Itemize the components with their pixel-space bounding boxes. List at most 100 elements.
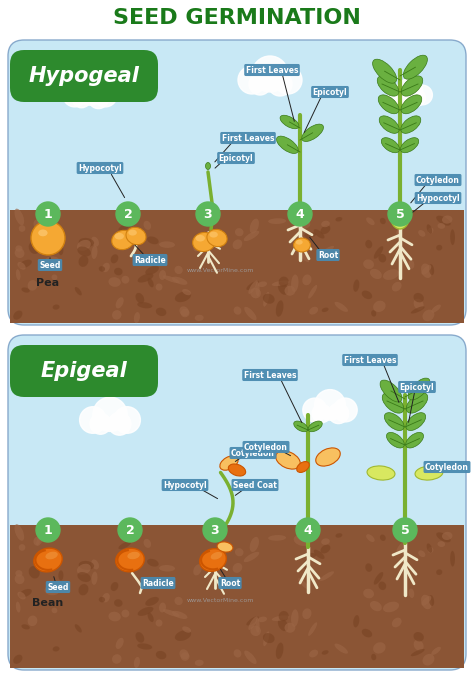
Ellipse shape — [121, 276, 129, 284]
Ellipse shape — [109, 277, 121, 287]
Circle shape — [72, 89, 91, 108]
Ellipse shape — [406, 393, 428, 413]
Ellipse shape — [110, 254, 118, 263]
Ellipse shape — [438, 541, 445, 547]
Ellipse shape — [250, 625, 261, 636]
Bar — [10, 525, 464, 668]
Circle shape — [312, 404, 331, 423]
Ellipse shape — [99, 266, 105, 272]
Ellipse shape — [206, 162, 210, 169]
Ellipse shape — [145, 597, 159, 606]
Ellipse shape — [279, 611, 289, 621]
Ellipse shape — [255, 282, 260, 296]
Ellipse shape — [19, 544, 26, 551]
Text: 2: 2 — [126, 523, 134, 536]
Text: Cotyledon: Cotyledon — [244, 443, 288, 451]
Ellipse shape — [180, 649, 189, 659]
Ellipse shape — [291, 610, 299, 627]
Ellipse shape — [298, 578, 309, 589]
Ellipse shape — [383, 269, 399, 280]
Ellipse shape — [322, 308, 328, 312]
Ellipse shape — [44, 233, 54, 242]
Ellipse shape — [276, 300, 283, 316]
Ellipse shape — [378, 582, 386, 590]
Ellipse shape — [233, 563, 242, 573]
Ellipse shape — [128, 229, 137, 236]
Text: 4: 4 — [304, 523, 312, 536]
Ellipse shape — [263, 292, 269, 307]
Ellipse shape — [114, 268, 123, 275]
Ellipse shape — [401, 116, 421, 134]
Ellipse shape — [314, 549, 325, 559]
Ellipse shape — [175, 630, 191, 641]
Circle shape — [252, 56, 288, 92]
Text: 5: 5 — [396, 208, 404, 221]
Text: Seed: Seed — [47, 582, 69, 592]
Ellipse shape — [181, 652, 190, 661]
Ellipse shape — [159, 603, 166, 612]
Ellipse shape — [297, 462, 310, 473]
Ellipse shape — [159, 241, 175, 248]
Ellipse shape — [320, 225, 330, 234]
Ellipse shape — [250, 219, 259, 234]
Ellipse shape — [371, 653, 376, 660]
Circle shape — [90, 413, 111, 434]
Ellipse shape — [401, 138, 419, 153]
Ellipse shape — [248, 616, 258, 630]
Text: 3: 3 — [204, 208, 212, 221]
Ellipse shape — [278, 282, 288, 295]
Text: First Leaves: First Leaves — [344, 356, 396, 364]
Ellipse shape — [174, 597, 183, 605]
Circle shape — [296, 518, 320, 542]
Ellipse shape — [13, 310, 22, 320]
Circle shape — [388, 202, 412, 226]
Text: Seed: Seed — [39, 260, 61, 269]
Ellipse shape — [110, 582, 118, 591]
Ellipse shape — [263, 294, 274, 303]
Ellipse shape — [336, 217, 342, 221]
Ellipse shape — [258, 282, 267, 287]
Ellipse shape — [392, 282, 401, 292]
Ellipse shape — [175, 291, 191, 302]
Ellipse shape — [371, 310, 376, 316]
Ellipse shape — [442, 216, 453, 224]
Ellipse shape — [136, 293, 144, 303]
Ellipse shape — [320, 545, 330, 553]
FancyBboxPatch shape — [10, 345, 158, 397]
Ellipse shape — [112, 310, 121, 320]
Text: Hypocotyl: Hypocotyl — [416, 193, 460, 203]
Ellipse shape — [180, 306, 189, 316]
Ellipse shape — [414, 640, 424, 651]
Ellipse shape — [118, 541, 131, 549]
Ellipse shape — [302, 275, 311, 285]
Ellipse shape — [15, 248, 25, 258]
Ellipse shape — [34, 219, 40, 228]
Ellipse shape — [77, 572, 91, 582]
Ellipse shape — [421, 264, 432, 278]
Ellipse shape — [144, 539, 151, 548]
Ellipse shape — [58, 245, 64, 256]
Circle shape — [268, 72, 292, 96]
Ellipse shape — [16, 601, 20, 612]
Circle shape — [333, 398, 357, 422]
Ellipse shape — [362, 629, 372, 637]
Ellipse shape — [378, 95, 399, 114]
Text: Radicle: Radicle — [134, 256, 166, 264]
Ellipse shape — [276, 643, 283, 659]
Circle shape — [238, 66, 266, 94]
Ellipse shape — [411, 306, 425, 314]
Ellipse shape — [137, 643, 152, 649]
Circle shape — [31, 221, 65, 255]
Ellipse shape — [418, 551, 425, 557]
Ellipse shape — [18, 262, 26, 270]
Circle shape — [196, 202, 220, 226]
Ellipse shape — [52, 275, 57, 280]
Ellipse shape — [255, 618, 260, 633]
Ellipse shape — [79, 561, 94, 570]
Ellipse shape — [293, 238, 310, 252]
Circle shape — [36, 202, 60, 226]
Text: First Leaves: First Leaves — [222, 134, 274, 142]
Ellipse shape — [413, 293, 424, 302]
Ellipse shape — [421, 265, 431, 275]
Ellipse shape — [147, 612, 154, 622]
